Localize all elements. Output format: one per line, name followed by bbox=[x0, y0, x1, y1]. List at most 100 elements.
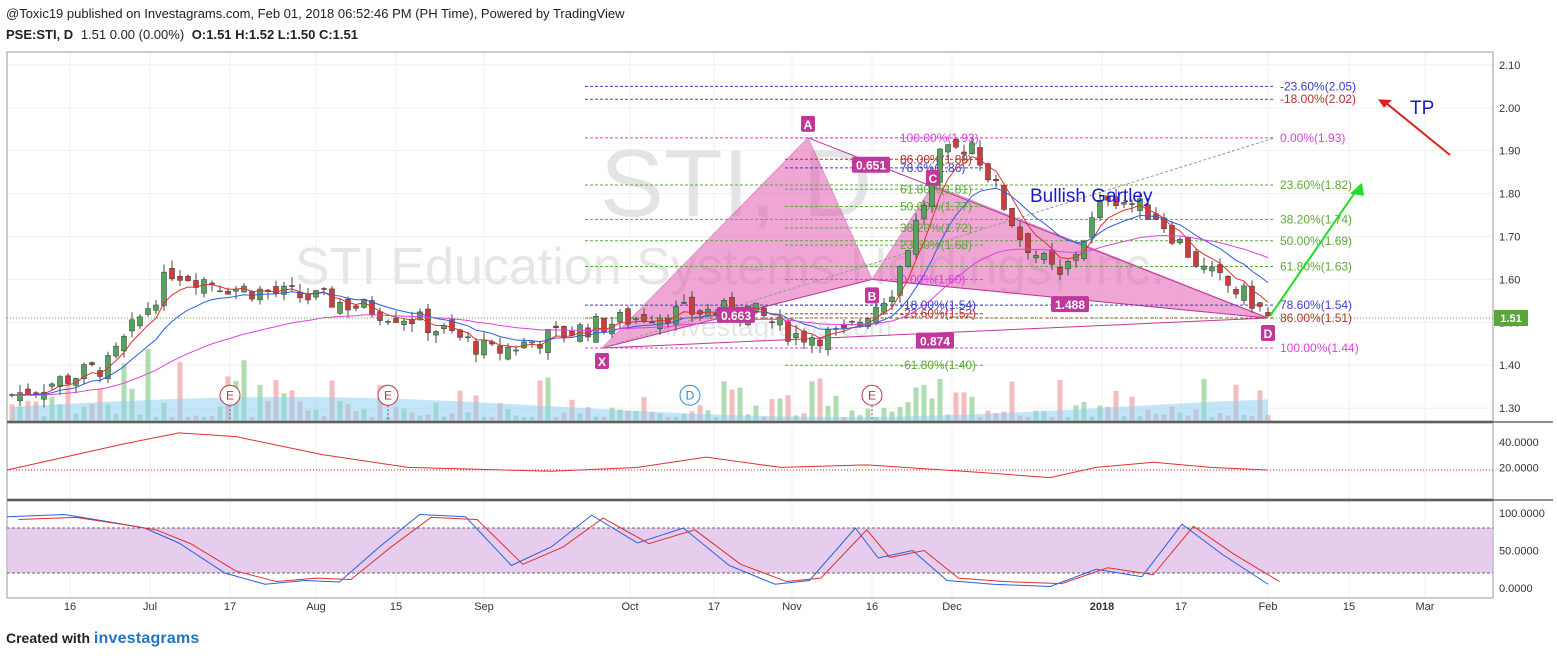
ma-long-line bbox=[11, 234, 1269, 396]
candle-body bbox=[817, 339, 823, 347]
volume-bar bbox=[1009, 381, 1015, 421]
candle-body bbox=[321, 288, 327, 290]
harmonic-point-a: A bbox=[804, 118, 813, 132]
candle-body bbox=[657, 317, 663, 329]
volume-bar bbox=[697, 405, 703, 421]
volume-bar bbox=[937, 378, 943, 421]
fib-level-label: 0.00%(1.93) bbox=[1280, 131, 1345, 145]
candle-body bbox=[145, 308, 151, 315]
candle-body bbox=[1193, 251, 1199, 267]
candle-body bbox=[921, 205, 927, 219]
fib-mid-label: 38.20%(1.72) bbox=[900, 221, 972, 235]
candle-body bbox=[1065, 261, 1071, 270]
candle-body bbox=[1001, 185, 1007, 210]
candle-body bbox=[945, 144, 951, 153]
candle-body bbox=[769, 321, 775, 323]
investagrams-logo[interactable]: investagrams bbox=[93, 630, 200, 647]
x-tick-label: Aug bbox=[306, 601, 326, 613]
volume-bar bbox=[721, 381, 727, 421]
volume-bar bbox=[545, 377, 551, 421]
fib-level-label: 61.80%(1.63) bbox=[1280, 260, 1352, 274]
candle-body bbox=[809, 337, 815, 346]
chart-canvas[interactable]: STI, D STI Education Systems Holdings, I… bbox=[0, 46, 1557, 620]
candle-body bbox=[497, 345, 503, 354]
harmonic-ratio: 1.488 bbox=[1055, 298, 1085, 312]
candle-body bbox=[433, 331, 439, 336]
harmonic-ratio-bg bbox=[717, 306, 755, 323]
x-tick-label: Jul bbox=[143, 601, 157, 613]
x-tick-label: Sep bbox=[474, 601, 494, 613]
candle-body bbox=[1129, 203, 1135, 205]
y-tick-label: 1.90 bbox=[1499, 146, 1520, 158]
target-arrow-head bbox=[1378, 99, 1392, 108]
candle-body bbox=[217, 290, 223, 293]
candle-body bbox=[1081, 240, 1087, 259]
fib-mid-label: -23.60%(1.52) bbox=[900, 307, 976, 321]
candle-body bbox=[681, 302, 687, 304]
candle-body bbox=[889, 296, 895, 303]
volume-bar bbox=[921, 384, 927, 421]
candle-body bbox=[1233, 289, 1239, 295]
candle-body bbox=[337, 302, 343, 314]
stochastic-band bbox=[7, 528, 1493, 573]
candle-body bbox=[1057, 266, 1063, 275]
y-tick-label: 1.70 bbox=[1499, 232, 1520, 244]
candle-body bbox=[449, 319, 455, 331]
stochastic-y-tick: 50.0000 bbox=[1499, 546, 1539, 558]
harmonic-point-b: B bbox=[868, 289, 877, 303]
candle-body bbox=[1105, 195, 1111, 201]
volume-bar bbox=[753, 405, 759, 421]
y-tick-label: 1.80 bbox=[1499, 189, 1520, 201]
candle-body bbox=[81, 364, 87, 380]
candle-body bbox=[225, 290, 231, 295]
candle-body bbox=[385, 321, 391, 323]
candle-body bbox=[953, 138, 959, 148]
x-tick-label: 15 bbox=[390, 601, 402, 613]
candle-body bbox=[393, 318, 399, 323]
projection-line bbox=[601, 137, 1276, 349]
x-tick-label: 16 bbox=[866, 601, 878, 613]
volume-bar bbox=[777, 398, 783, 421]
candle-body bbox=[801, 330, 807, 343]
target-arrow bbox=[1383, 100, 1451, 156]
indicator-line bbox=[6, 432, 1269, 479]
x-tick-label: Mar bbox=[1416, 601, 1435, 613]
candle-body bbox=[1209, 266, 1215, 272]
volume-bar bbox=[737, 387, 743, 421]
candle-body bbox=[505, 346, 511, 360]
candle-body bbox=[1097, 199, 1103, 218]
fib-level-label: 86.00%(1.51) bbox=[1280, 311, 1352, 325]
last-price-badge bbox=[1494, 310, 1528, 327]
volume-bar bbox=[1057, 379, 1063, 421]
harmonic-point-c-bg bbox=[926, 170, 940, 187]
candle-body bbox=[1177, 238, 1183, 244]
ema-fast-line bbox=[11, 156, 1269, 396]
candle-body bbox=[473, 341, 479, 355]
fib-level-label: -18.00%(2.02) bbox=[1280, 92, 1356, 106]
earnings-marker-label: E bbox=[384, 388, 392, 402]
fib-mid-label: -61.80%(1.40) bbox=[900, 358, 976, 372]
candle-body bbox=[537, 344, 543, 349]
candle-body bbox=[1041, 252, 1047, 260]
candle-body bbox=[17, 392, 23, 402]
stochastic-d-line bbox=[18, 516, 1280, 585]
candle-body bbox=[377, 311, 383, 321]
fib-mid-label: 100.00%(1.93) bbox=[900, 131, 979, 145]
candle-body bbox=[65, 375, 71, 384]
harmonic-ratio-bg bbox=[852, 156, 890, 173]
volume-average-area bbox=[12, 397, 1268, 421]
candle-body bbox=[529, 341, 535, 344]
candle-body bbox=[617, 311, 623, 323]
candle-body bbox=[137, 316, 143, 327]
harmonic-point-a-bg bbox=[801, 115, 815, 132]
panel-frame bbox=[6, 422, 1494, 500]
y-tick-label: 1.40 bbox=[1499, 360, 1520, 372]
candle-body bbox=[289, 285, 295, 287]
fib-level-label: 38.20%(1.74) bbox=[1280, 212, 1352, 226]
volume-bar bbox=[881, 407, 887, 421]
volume-bar bbox=[65, 374, 71, 421]
candle-body bbox=[1009, 208, 1015, 226]
fib-level-label: 78.60%(1.54) bbox=[1280, 298, 1352, 312]
volume-bar bbox=[241, 360, 247, 421]
candle-body bbox=[25, 388, 31, 396]
